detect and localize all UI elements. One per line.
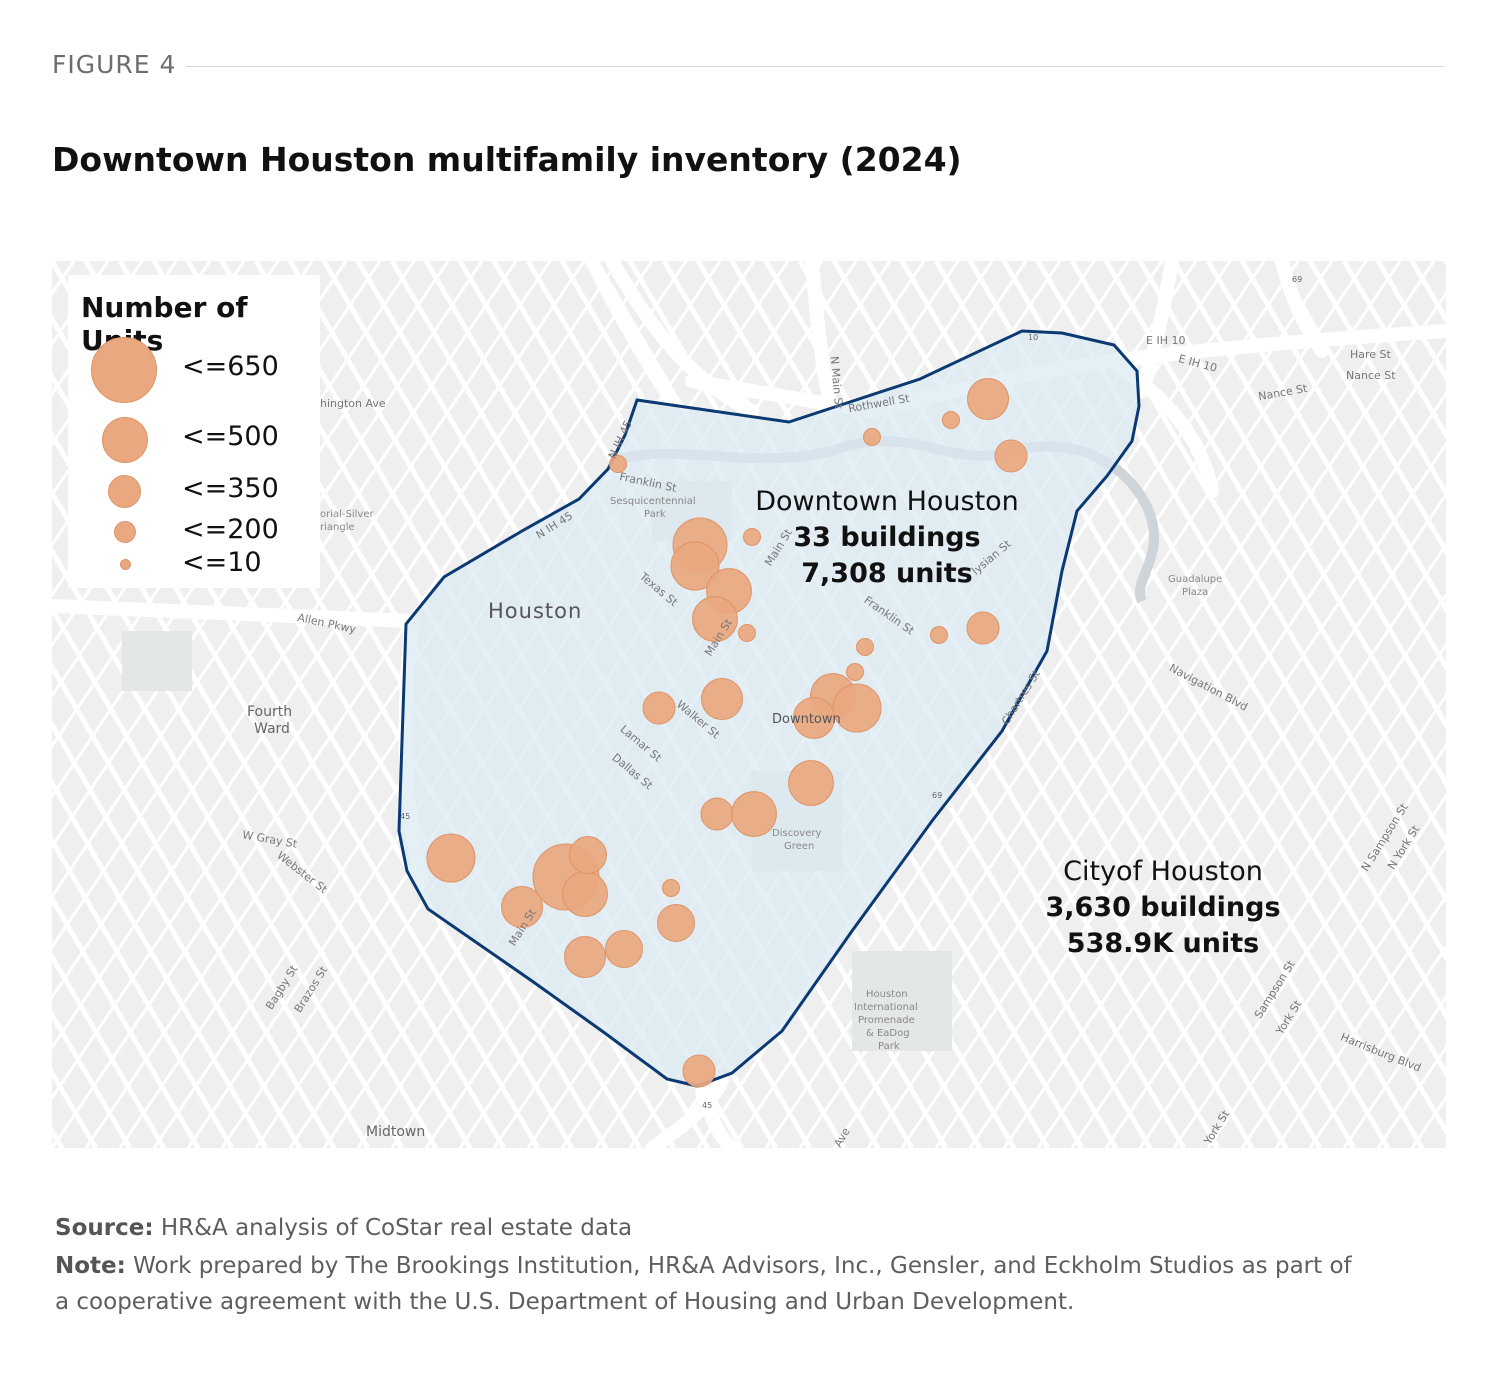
legend-label: <=350 (182, 473, 279, 504)
highway-shield: 69 (932, 791, 943, 800)
source-text: HR&A analysis of CoStar real estate data (153, 1215, 633, 1241)
place-label-midtown: Midtown (366, 1124, 426, 1140)
place-label-promenade: Park (878, 1041, 900, 1052)
building-bubble[interactable] (700, 797, 734, 831)
legend-label: <=10 (182, 547, 262, 578)
building-bubble[interactable] (562, 871, 608, 917)
building-bubble[interactable] (994, 439, 1028, 473)
note-label: Note: (55, 1253, 126, 1279)
building-bubble[interactable] (670, 541, 720, 591)
source-label: Source: (55, 1215, 154, 1241)
map[interactable]: hington Ave Allen Pkwy Franklin St Frank… (52, 261, 1446, 1148)
legend-item: <=200 (68, 512, 320, 552)
building-bubble[interactable] (967, 378, 1009, 420)
downtown-buildings: 33 buildings (793, 522, 981, 553)
highway-shield: 69 (1292, 275, 1303, 284)
street-label: Nance St (1346, 369, 1396, 382)
source-line: Source: HR&A analysis of CoStar real est… (55, 1210, 632, 1246)
place-label-discovery-green: Discovery (772, 828, 822, 839)
building-bubble[interactable] (788, 760, 834, 806)
map-canvas (52, 261, 1446, 1148)
place-label-guadalupe-plaza: Plaza (1182, 587, 1209, 598)
building-bubble[interactable] (501, 886, 543, 928)
place-label-promenade: International (854, 1002, 918, 1013)
legend-item: <=500 (68, 417, 320, 463)
street-label: E IH 10 (1146, 334, 1186, 347)
building-bubble[interactable] (942, 411, 960, 429)
legend-item: <=650 (68, 337, 320, 403)
street-label: riangle (320, 522, 355, 533)
bubbles-layer (426, 378, 1028, 1088)
downtown-units: 7,308 units (801, 558, 973, 589)
legend-swatch-650 (91, 337, 157, 403)
place-label-sesquicentennial-park: Park (644, 509, 666, 520)
legend-swatch-200 (114, 521, 136, 543)
place-label-promenade: Houston (866, 989, 908, 1000)
legend-label: <=500 (182, 421, 279, 452)
figure-title: Downtown Houston multifamily inventory (… (52, 140, 962, 179)
place-label-downtown: Downtown (772, 712, 841, 727)
building-bubble[interactable] (846, 663, 864, 681)
place-label-discovery-green: Green (784, 841, 815, 852)
place-label-houston: Houston (488, 599, 583, 623)
figure-label: FIGURE 4 (52, 50, 177, 79)
legend-label: <=200 (182, 514, 279, 545)
note-line-2: a cooperative agreement with the U.S. De… (55, 1289, 1075, 1315)
building-bubble[interactable] (657, 904, 695, 942)
highway-shield: 45 (400, 812, 411, 821)
city-buildings: 3,630 buildings (1045, 892, 1281, 923)
place-label-fourth-ward: Fourth (247, 704, 293, 720)
building-bubble[interactable] (609, 455, 627, 473)
city-name: Cityof Houston (1063, 856, 1263, 887)
legend-swatch-500 (102, 417, 148, 463)
building-bubble[interactable] (426, 833, 476, 883)
legend: Number of Units <=650 <=500 <=350 <=200 … (68, 275, 320, 588)
building-bubble[interactable] (662, 879, 680, 897)
note-text: Work prepared by The Brookings Instituti… (125, 1253, 1352, 1279)
note-line: Note: Work prepared by The Brookings Ins… (55, 1248, 1352, 1284)
building-bubble[interactable] (832, 683, 882, 733)
building-bubble[interactable] (564, 936, 606, 978)
building-bubble[interactable] (692, 596, 738, 642)
legend-swatch-10 (120, 559, 131, 570)
street-label: Hare St (1350, 348, 1391, 361)
place-label-promenade: Promenade (858, 1015, 915, 1026)
building-bubble[interactable] (966, 611, 1000, 645)
building-bubble[interactable] (738, 624, 756, 642)
city-annotation: Cityof Houston 3,630 buildings 538.9K un… (1003, 854, 1323, 962)
legend-item: <=350 (68, 471, 320, 511)
legend-label: <=650 (182, 351, 279, 382)
figure-rule (186, 66, 1445, 67)
place-label-fourth-ward: Ward (254, 721, 290, 737)
building-bubble[interactable] (701, 678, 743, 720)
building-bubble[interactable] (856, 638, 874, 656)
building-bubble[interactable] (642, 691, 676, 725)
highway-shield: 10 (1028, 333, 1039, 342)
building-bubble[interactable] (793, 697, 835, 739)
building-bubble[interactable] (682, 1054, 716, 1088)
city-units: 538.9K units (1066, 928, 1260, 959)
building-bubble[interactable] (743, 528, 761, 546)
highway-shield: 45 (702, 1101, 713, 1110)
place-label-sesquicentennial-park: Sesquicentennial (610, 496, 696, 507)
place-label-guadalupe-plaza: Guadalupe (1168, 574, 1223, 585)
legend-swatch-350 (108, 475, 141, 508)
legend-item: <=10 (68, 545, 320, 585)
building-bubble[interactable] (605, 930, 643, 968)
building-bubble[interactable] (863, 428, 881, 446)
place-label-promenade: & EaDog (866, 1028, 910, 1039)
downtown-annotation: Downtown Houston 33 buildings 7,308 unit… (727, 484, 1047, 592)
downtown-name: Downtown Houston (755, 486, 1019, 517)
building-bubble[interactable] (930, 626, 948, 644)
street-label: orial-Silver (320, 509, 374, 520)
building-bubble[interactable] (731, 791, 777, 837)
building-bubble[interactable] (569, 836, 607, 874)
street-label: hington Ave (320, 397, 386, 410)
